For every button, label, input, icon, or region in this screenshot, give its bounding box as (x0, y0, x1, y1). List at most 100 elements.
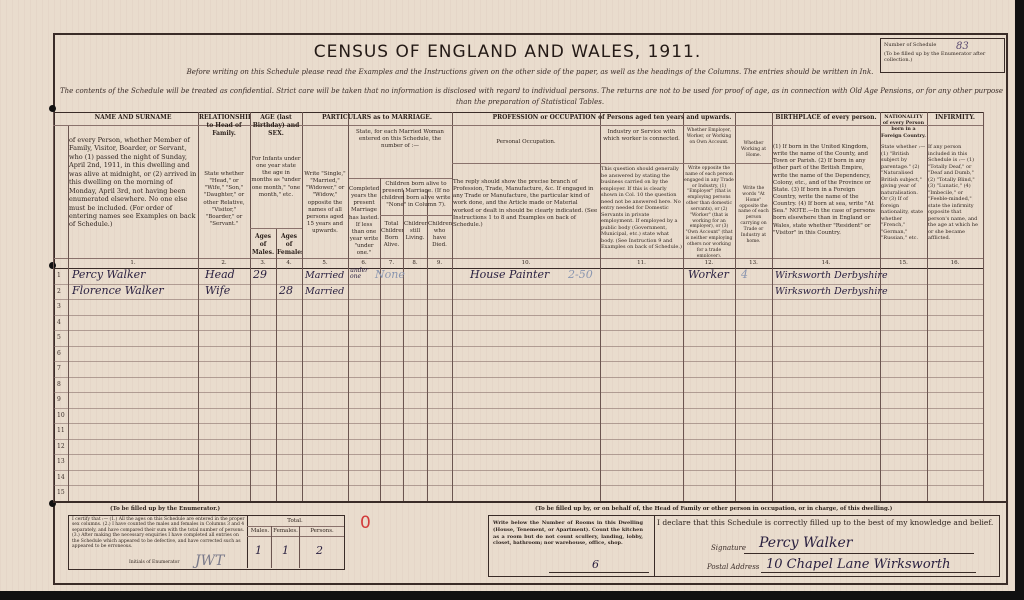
row-line (53, 376, 983, 378)
head-heading: (To be filled up by, or on behalf of, th… (535, 506, 893, 512)
signature: Percy Walker (759, 535, 853, 551)
column-line (198, 112, 199, 501)
header-marriage-status: Write "Single," "Married," "Widower," or… (304, 171, 346, 235)
table-top-border (53, 112, 983, 113)
row-number: 2 (57, 287, 61, 295)
schedule-note: (To be filled up by the Enumerator after… (884, 51, 986, 63)
row-line (53, 330, 983, 331)
census-schedule: CENSUS OF ENGLAND AND WALES, 1911. Befor… (0, 0, 1015, 591)
red-mark: 0 (360, 513, 371, 533)
table-row: Florence Walker Wife 28 Married Wirksworth D… (53, 284, 983, 300)
binding-hole (49, 105, 56, 112)
column-number: 2. (221, 260, 227, 266)
column-number: 6. (361, 260, 367, 266)
header-age-males: Ages of Males. (251, 233, 275, 256)
column-line (772, 112, 773, 501)
header-profession: PROFESSION or OCCUPATION of Persons aged… (492, 114, 732, 121)
marriage-divider (348, 178, 452, 179)
row-number: 9 (57, 396, 61, 403)
cell-age-males: 29 (253, 268, 267, 281)
occupation-divider (452, 163, 772, 164)
cell-relationship: Head (205, 268, 235, 281)
header-age-desc: For Infants under one year state the age… (251, 156, 301, 198)
column-number: 1. (130, 260, 136, 266)
header-married-woman: State, for each Married Woman entered on… (356, 129, 444, 150)
header-employer-desc: Write opposite the name of each person e… (684, 166, 734, 257)
confidential-text-2: than the preparation of Statistical Tabl… (455, 98, 605, 106)
column-line (683, 112, 684, 501)
header-infirmity-desc: If any person included in this Schedule … (928, 144, 978, 241)
column-line (250, 112, 251, 501)
row-number: 10 (57, 411, 65, 419)
row-number: 4 (57, 318, 61, 326)
row-line (53, 361, 983, 362)
enumerator-box: I certify that :— (1.) All the ages on t… (68, 515, 345, 570)
row-number: 1 (57, 272, 61, 279)
header-name: NAME AND SURNAME (94, 114, 172, 121)
column-number: 16. (950, 260, 960, 266)
header-divider (53, 125, 983, 126)
column-line (380, 178, 381, 501)
schedule-label: Number of Schedule (884, 42, 937, 48)
row-number: 5 (57, 334, 61, 341)
row-number: 8 (57, 380, 61, 388)
form-frame (53, 33, 1008, 585)
row-line (53, 407, 983, 409)
header-children-total: Total Children Born Alive. (381, 221, 403, 249)
header-marriage: PARTICULARS as to MARRIAGE. (322, 114, 432, 121)
enumerator-heading: (To be filled up by the Enumerator.) (110, 506, 221, 512)
declaration: I declare that this Schedule is correctl… (657, 518, 994, 527)
column-line (68, 125, 69, 501)
cell-name: Florence Walker (72, 283, 164, 297)
header-birthplace: BIRTHPLACE of every person. (775, 114, 877, 121)
column-number: 12. (704, 260, 714, 266)
header-infirmity: INFIRMITY. (935, 114, 975, 121)
header-industry: Industry or Service with which worker is… (603, 129, 680, 143)
initials-label: Initials of Enumerator (129, 560, 180, 565)
total-females: 1 (282, 544, 289, 557)
column-number: 5. (322, 260, 328, 266)
cell-occupation: House Painter (470, 268, 550, 281)
binding-hole (49, 262, 56, 269)
children-divider (380, 215, 452, 216)
cell-relationship: Wife (205, 283, 231, 297)
cell-marital-status: Married (305, 270, 345, 281)
row-number: 12 (57, 442, 65, 450)
row-line (53, 469, 983, 471)
row-number: 3 (57, 303, 61, 310)
table-row: Percy Walker Head 29 Married under one None Ho… (53, 268, 983, 284)
cell-name: Percy Walker (72, 268, 146, 281)
certify-text: I certify that :— (1.) All the ages on t… (72, 517, 245, 549)
header-at-home: Whether Working at Home. (740, 141, 767, 158)
cell-years-married: under one (350, 267, 368, 280)
instruction-text: Before writing on this Schedule please r… (186, 68, 874, 76)
row-line (53, 392, 983, 393)
row-number: 14 (57, 473, 65, 481)
column-number: 3. (260, 260, 266, 266)
header-personal-occupation: Personal Occupation. (496, 139, 556, 145)
header-relationship: RELATIONSHIP to Head of Family. (199, 114, 250, 137)
header-birthplace-desc: (1) If born in the United Kingdom, write… (773, 144, 875, 236)
rooms-count: 6 (592, 558, 599, 571)
row-number: 15 (57, 489, 65, 496)
header-nationality: NATIONALITY of every Person born in a Fo… (881, 114, 926, 139)
row-line (53, 485, 983, 486)
row-number: 7 (57, 365, 61, 372)
females-label: Females. (273, 528, 298, 534)
postal-address: 10 Chapel Lane Wirksworth (766, 557, 951, 572)
header-nationality-desc: State whether :— (1) "British subject by… (881, 144, 926, 241)
column-line (427, 190, 428, 501)
cell-occupation-code: 2-50 (568, 268, 593, 281)
persons-label: Persons. (310, 528, 334, 534)
total-males: 1 (255, 544, 262, 557)
total-label: Total. (287, 518, 303, 524)
cell-marital-status: Married (305, 285, 345, 297)
header-employer: Whether Employer, Worker, or Working on … (686, 128, 732, 145)
row-number: 6 (57, 349, 61, 357)
row-number: 11 (57, 427, 65, 434)
address-label: Postal Address (707, 563, 760, 571)
row-number: 13 (57, 458, 65, 465)
column-line (880, 112, 881, 501)
data-divider (53, 268, 983, 269)
males-label: Males. (250, 528, 270, 534)
